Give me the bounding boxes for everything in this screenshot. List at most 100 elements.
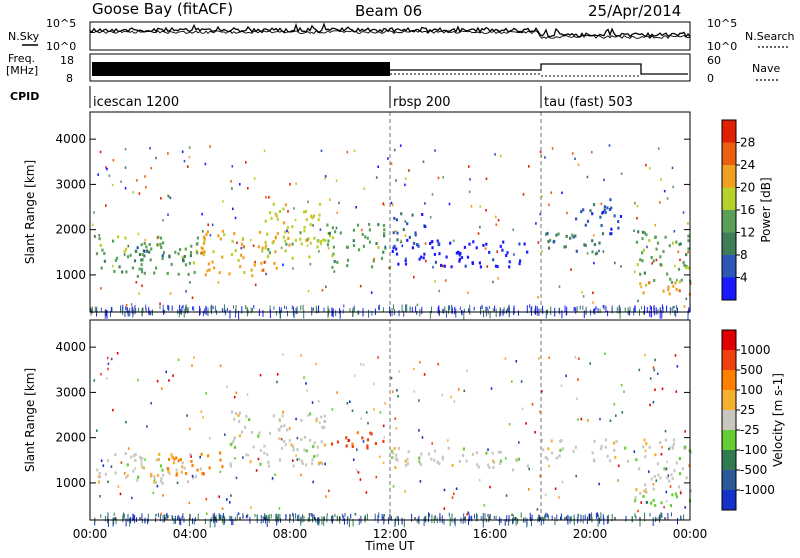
power-cell (572, 235, 575, 239)
velocity-cell (390, 449, 393, 453)
power-ground-echo (542, 305, 544, 314)
velocity-ground-echo (209, 519, 211, 528)
velocity-scatter (280, 438, 283, 441)
nsky-line (89, 22, 691, 38)
power-scatter (620, 265, 622, 268)
power-scatter (236, 241, 238, 244)
power-scatter (136, 179, 138, 182)
power-cell (203, 239, 206, 243)
power-scatter (123, 253, 126, 256)
velocity-ground-echo (484, 513, 486, 520)
velocity-ground-echo (431, 514, 433, 523)
velocity-scatter (675, 390, 678, 393)
power-ground-echo (603, 305, 605, 310)
power-ground-echo (353, 307, 355, 312)
velocity-ground-echo (487, 513, 489, 518)
power-cell (156, 243, 159, 247)
power-ground-echo (127, 310, 129, 317)
velocity-ground-echo (341, 513, 343, 518)
power-ground-echo (449, 305, 451, 311)
velocity-ground-echo (607, 514, 609, 524)
velocity-ground-echo (611, 513, 613, 522)
velocity-scatter (188, 501, 191, 505)
velocity-scatter (110, 465, 113, 468)
colorbar-swatch (722, 232, 736, 255)
power-cell (609, 198, 612, 202)
velocity-ground-echo (381, 513, 383, 519)
power-scatter (93, 234, 96, 238)
power-scatter (444, 279, 447, 282)
velocity-scatter (100, 372, 102, 376)
power-cell (645, 233, 648, 237)
velocity-cell (679, 489, 682, 493)
velocity-scatter (515, 360, 518, 363)
velocity-scatter (306, 389, 309, 392)
velocity-ground-echo (326, 516, 328, 523)
power-scatter (574, 157, 576, 161)
velocity-cell (395, 453, 398, 457)
power-cell (496, 265, 499, 269)
power-cell (603, 205, 606, 209)
velocity-ground-echo (591, 512, 593, 520)
velocity-scatter (466, 513, 468, 516)
power-ground-echo (181, 306, 183, 313)
power-scatter (424, 242, 427, 245)
power-cell (150, 247, 153, 251)
power-cell (239, 265, 242, 269)
velocity-scatter (123, 472, 126, 475)
power-cell (395, 247, 398, 251)
power-ground-echo (224, 304, 225, 313)
power-scatter (144, 175, 146, 178)
velocity-cell (192, 476, 195, 480)
velocity-scatter (242, 456, 244, 459)
velocity-ground-echo (266, 515, 268, 521)
power-cell (140, 267, 144, 271)
power-scatter (541, 195, 543, 198)
power-ground-echo (688, 307, 690, 313)
nave-label: Nave (752, 62, 780, 75)
velocity-scatter (447, 439, 449, 442)
power-ground-echo (502, 309, 504, 316)
velocity-scatter (511, 513, 513, 517)
power-cell (666, 272, 669, 276)
velocity-cell (280, 425, 283, 429)
power-cell (563, 245, 566, 249)
velocity-ground-echo (631, 516, 633, 523)
velocity-scatter (679, 491, 682, 495)
velocity-scatter (674, 354, 677, 357)
velocity-scatter (466, 369, 468, 372)
power-cell (213, 266, 216, 270)
power-cell (188, 261, 191, 265)
power-ground-echo (91, 306, 93, 314)
velocity-scatter (558, 496, 560, 499)
velocity-ground-echo (655, 516, 656, 522)
velocity-cell (461, 453, 465, 457)
power-ground-echo (104, 309, 106, 319)
power-ground-echo (207, 311, 209, 316)
velocity-ground-echo (344, 518, 345, 525)
velocity-scatter (300, 354, 302, 357)
power-cell (668, 244, 671, 248)
power-cell (257, 245, 260, 249)
velocity-cell (604, 438, 608, 442)
power-ground-echo (624, 307, 626, 312)
velocity-ground-echo (348, 518, 350, 528)
velocity-scatter (246, 393, 249, 396)
velocity-cell (664, 438, 667, 442)
velocity-scatter (233, 395, 236, 399)
velocity-cell (321, 462, 324, 466)
power-scatter (130, 303, 133, 306)
power-cell (284, 239, 287, 243)
power-ground-echo (660, 308, 661, 313)
power-ground-echo (661, 309, 663, 319)
power-scatter (247, 187, 249, 190)
velocity-ground-echo (498, 519, 500, 523)
power-scatter (682, 211, 685, 214)
power-scatter (654, 223, 656, 227)
velocity-cell (441, 457, 444, 461)
power-cell (508, 265, 511, 269)
power-ground-echo (327, 310, 329, 318)
velocity-scatter (346, 402, 349, 405)
power-cell (274, 212, 277, 216)
velocity-ground-echo (129, 518, 131, 527)
